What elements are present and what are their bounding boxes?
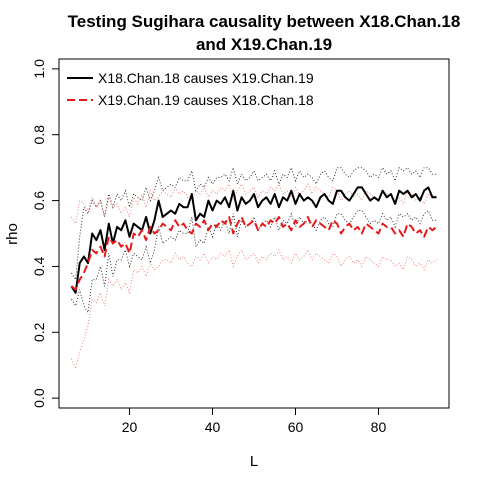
- y-tick-label: 1.0: [31, 59, 47, 79]
- x-axis: 20 40 60 80: [122, 407, 387, 435]
- series-1-upper-band: [70, 165, 437, 282]
- y-tick-label: 0.8: [31, 125, 47, 145]
- y-tick-label: 0.4: [31, 256, 47, 276]
- series-lines: [70, 186, 438, 294]
- legend-label-1: X18.Chan.18 causes X19.Chan.19: [98, 70, 314, 86]
- chart-title-line-2: and X19.Chan.19: [196, 35, 332, 54]
- plot-frame: [58, 58, 450, 409]
- y-tick-label: 0.0: [31, 388, 47, 408]
- series-2-upper-band: [70, 182, 437, 225]
- legend: X18.Chan.18 causes X19.Chan.19 X19.Chan.1…: [67, 70, 314, 108]
- series-2-lower-band: [70, 248, 437, 371]
- x-axis-label: L: [250, 453, 258, 470]
- y-axis-label: rho: [4, 223, 21, 245]
- y-axis: 0.0 0.2 0.4 0.6 0.8 1.0: [31, 59, 60, 408]
- x-tick-label: 80: [371, 419, 387, 435]
- series-1-line: [70, 186, 437, 294]
- y-tick-label: 0.6: [31, 191, 47, 211]
- y-tick-label: 0.2: [31, 322, 47, 342]
- confidence-bands: [70, 165, 437, 371]
- chart-title-line-1: Testing Sugihara causality between X18.C…: [68, 12, 461, 31]
- legend-label-2: X19.Chan.19 causes X18.Chan.18: [98, 92, 314, 108]
- series-2-line: [70, 216, 438, 291]
- x-tick-label: 20: [122, 419, 138, 435]
- x-tick-label: 60: [288, 419, 304, 435]
- x-tick-label: 40: [205, 419, 221, 435]
